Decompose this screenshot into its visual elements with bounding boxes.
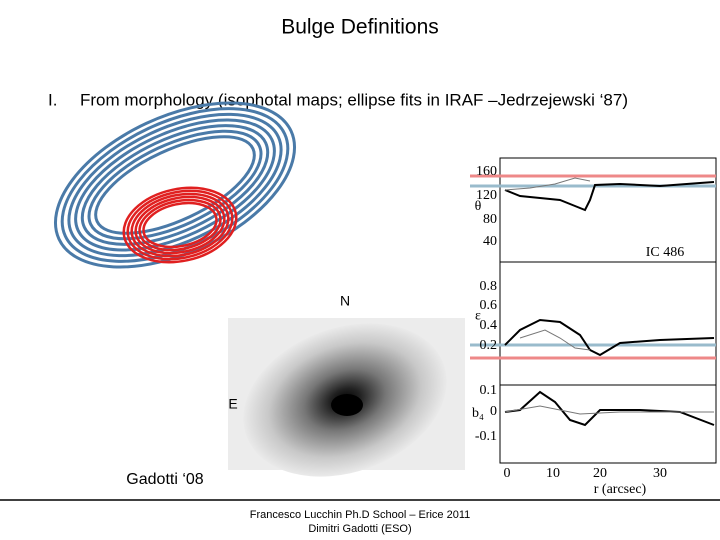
y-tick-label: 0.2 [480, 338, 498, 353]
y-tick-label: 160 [476, 164, 497, 179]
list-marker: I. [48, 90, 57, 109]
outer-isophote [94, 135, 256, 235]
y-tick-label: 0.6 [480, 298, 498, 313]
inner-isophote [142, 201, 218, 249]
x-tick-label: 20 [593, 466, 607, 481]
profile-curve [504, 318, 715, 357]
object-label: IC 486 [646, 245, 685, 260]
footer-line: Dimitri Gadotti (ESO) [308, 523, 411, 535]
inner-isophote [134, 195, 226, 255]
profile-curve [504, 181, 715, 212]
galaxy-core [331, 394, 363, 416]
panel-label: θ [475, 199, 482, 214]
outer-isophote [74, 118, 276, 252]
panel-label: ε [475, 309, 481, 324]
x-axis-label: r (arcsec) [594, 482, 647, 497]
y-tick-label: 120 [476, 188, 497, 203]
model-curve [504, 177, 591, 191]
north-label: N [340, 293, 350, 309]
outer-isophote [87, 129, 263, 241]
footer-line: Francesco Lucchin Ph.D School – Erice 20… [250, 509, 471, 521]
east-label: E [228, 396, 237, 412]
outer-isophote [67, 112, 283, 258]
profile-plot: IC 486 r (arcsec) θ 160 120 80 40 ε 0.8 0.6 0.4 0… [470, 157, 717, 497]
x-tick-label: 0 [504, 466, 511, 481]
y-tick-label: 40 [483, 234, 497, 249]
y-tick-label: 0.4 [480, 318, 498, 333]
inner-isophote [122, 186, 238, 264]
y-tick-label: 0 [490, 404, 497, 419]
image-credit: Gadotti ‘08 [126, 471, 203, 488]
slide-title: Bulge Definitions [281, 16, 439, 39]
y-tick-label: 0.8 [480, 279, 498, 294]
y-tick-label: 0.1 [480, 383, 498, 398]
plot-frame [499, 157, 717, 464]
inner-isophote [138, 198, 222, 252]
inner-isophote [130, 192, 230, 258]
x-tick-label: 10 [546, 466, 560, 481]
x-tick-label: 30 [653, 466, 667, 481]
model-curve [519, 329, 591, 351]
outer-isophote [53, 101, 297, 269]
outer-isophote [80, 124, 270, 246]
inner-isophote [126, 189, 234, 261]
list-item: From morphology (isophotal maps; ellipse… [80, 90, 628, 109]
profile-curve [504, 390, 715, 427]
model-curve [504, 405, 714, 415]
y-tick-label: 80 [483, 212, 497, 227]
isophote-ellipses [53, 101, 297, 269]
y-tick-label: -0.1 [475, 429, 497, 444]
panel-label: b₄ [472, 406, 484, 421]
